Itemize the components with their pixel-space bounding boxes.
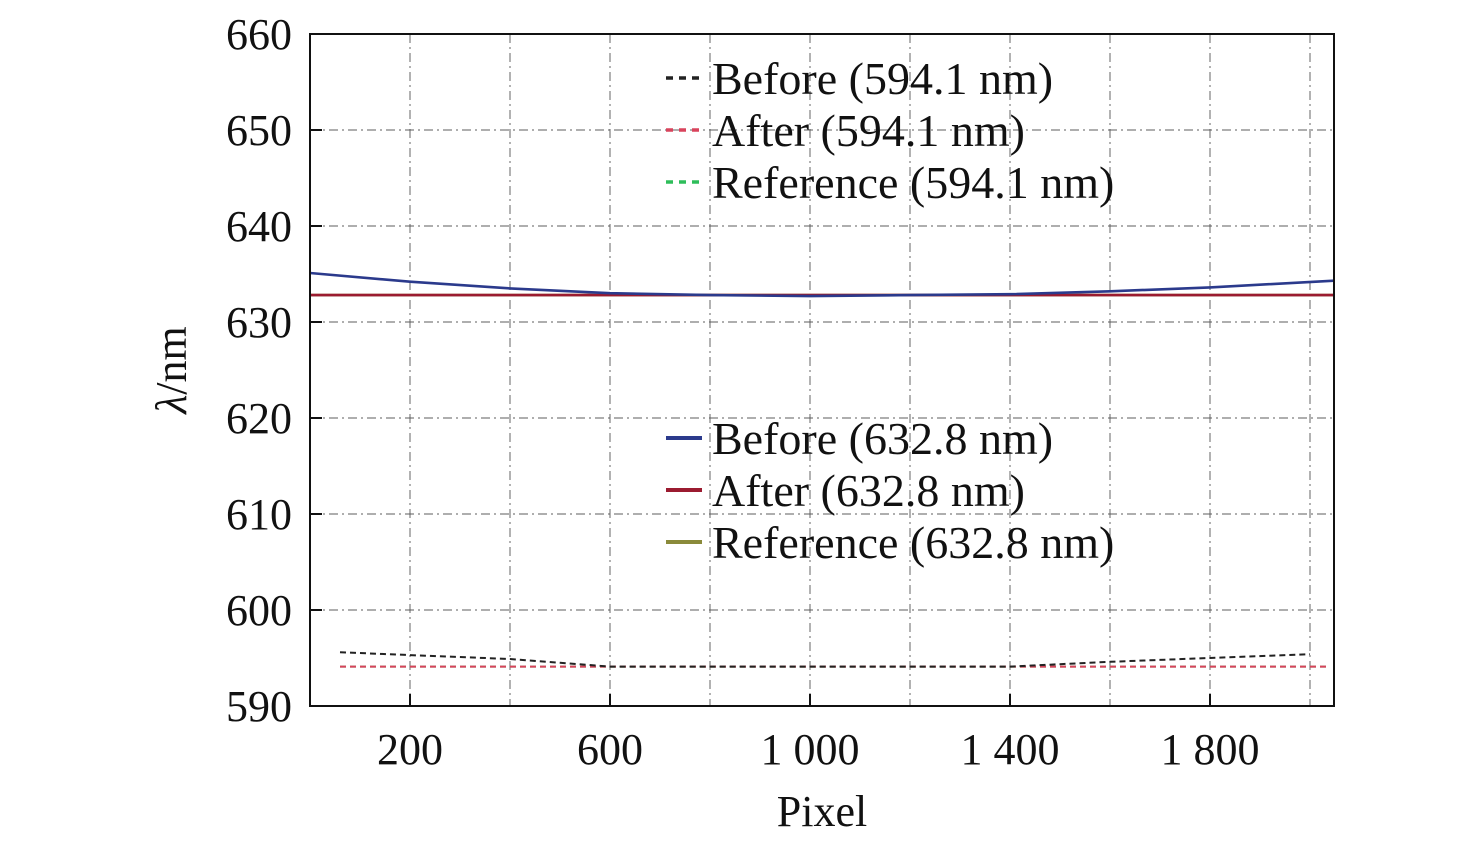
y-tick-label: 600 bbox=[226, 586, 292, 635]
x-tick-label: 1 800 bbox=[1161, 725, 1260, 774]
legend-label: Before (632.8 nm) bbox=[712, 413, 1053, 464]
y-tick-label: 590 bbox=[226, 682, 292, 731]
x-tick-label: 600 bbox=[577, 725, 643, 774]
x-tick-label: 1 400 bbox=[961, 725, 1060, 774]
axis-ticks: 200 600 1 000 1 400 1 800 590 600 610 620 630 640 6… bbox=[226, 10, 1260, 774]
y-axis-symbol: λ bbox=[147, 395, 196, 416]
legend-label: Reference (632.8 nm) bbox=[712, 517, 1114, 568]
y-axis-unit: /nm bbox=[147, 326, 196, 394]
x-tick-label: 200 bbox=[377, 725, 443, 774]
legends: Before (594.1 nm)After (594.1 nm)Referen… bbox=[666, 53, 1114, 568]
series-lines bbox=[309, 271, 1335, 668]
x-axis-title: Pixel bbox=[777, 787, 867, 836]
y-tick-label: 660 bbox=[226, 10, 292, 59]
legend-label: Reference (594.1 nm) bbox=[712, 157, 1114, 208]
y-tick-label: 610 bbox=[226, 490, 292, 539]
legend-label: After (632.8 nm) bbox=[712, 465, 1025, 516]
legend-label: After (594.1 nm) bbox=[712, 105, 1025, 156]
grid bbox=[310, 34, 1334, 706]
series-line bbox=[339, 651, 1311, 668]
y-axis-title: λ/nm bbox=[147, 326, 196, 416]
y-tick-label: 620 bbox=[226, 394, 292, 443]
legend-label: Before (594.1 nm) bbox=[712, 53, 1053, 104]
plot-frame bbox=[309, 33, 1335, 707]
x-tick-label: 1 000 bbox=[761, 725, 860, 774]
y-tick-label: 640 bbox=[226, 202, 292, 251]
y-tick-label: 650 bbox=[226, 106, 292, 155]
y-tick-label: 630 bbox=[226, 298, 292, 347]
series-line bbox=[309, 271, 1335, 298]
